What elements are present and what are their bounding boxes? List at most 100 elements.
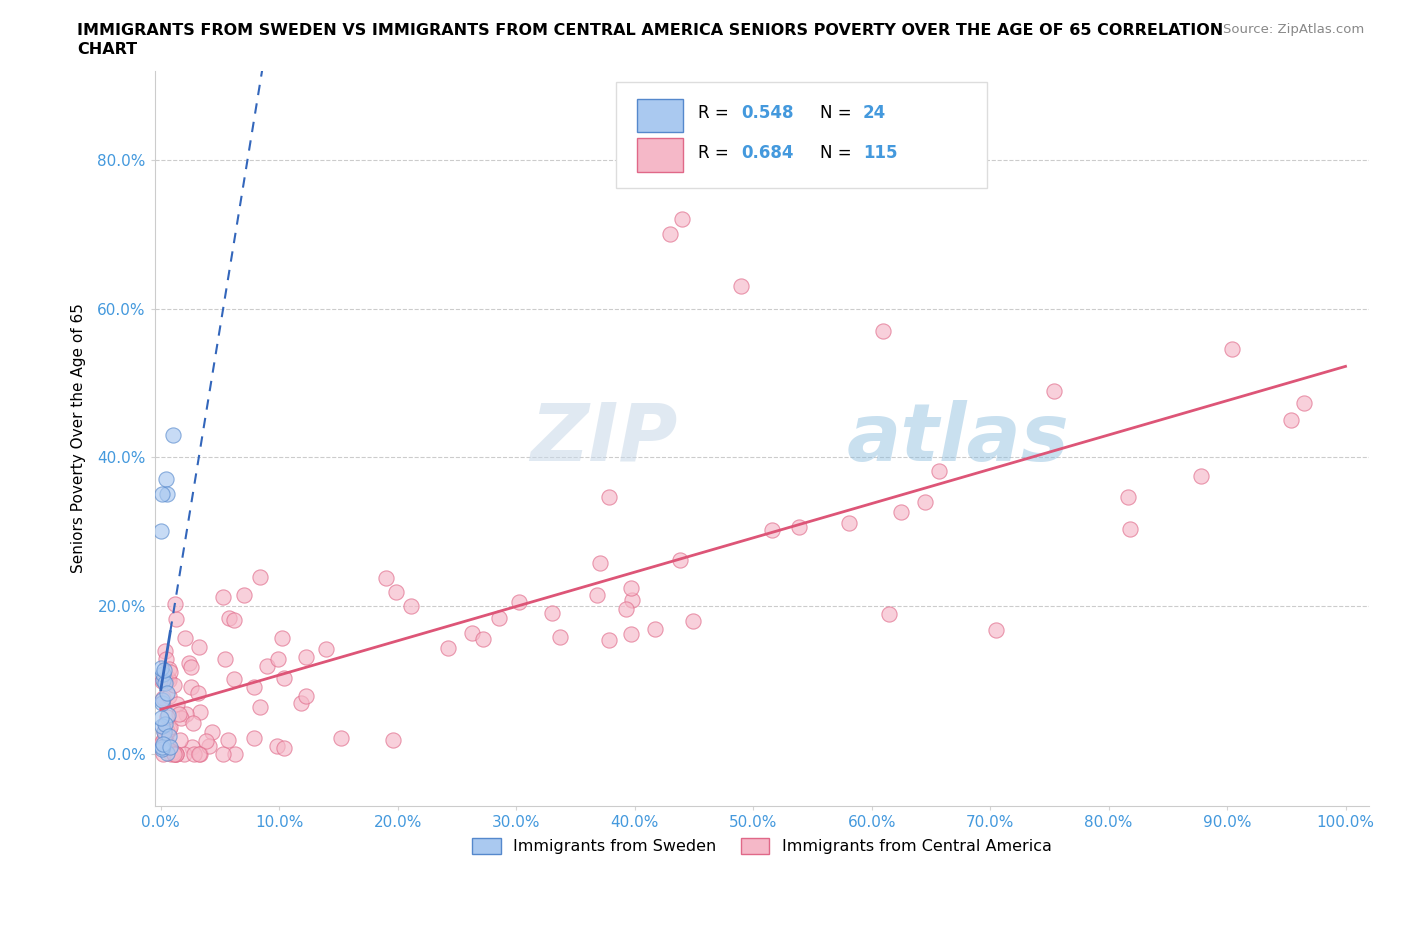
Point <box>157 662 180 677</box>
Point <box>153 671 176 686</box>
Point <box>877 606 900 621</box>
Point <box>150 742 173 757</box>
Point <box>761 523 783 538</box>
Point <box>270 630 292 644</box>
Point <box>273 740 295 755</box>
Point <box>152 690 174 705</box>
Point <box>1292 396 1315 411</box>
Text: R =: R = <box>697 104 728 123</box>
Point <box>153 724 176 739</box>
Point <box>295 650 318 665</box>
Point <box>1189 469 1212 484</box>
Point <box>659 227 682 242</box>
Legend: Immigrants from Sweden, Immigrants from Central America: Immigrants from Sweden, Immigrants from … <box>465 832 1059 861</box>
Point <box>165 597 187 612</box>
Point <box>157 689 180 704</box>
Point <box>374 570 396 585</box>
Point <box>150 524 173 538</box>
Point <box>1279 413 1302 428</box>
Point <box>180 740 202 755</box>
Point <box>266 738 288 753</box>
Point <box>163 677 186 692</box>
Point <box>669 552 692 567</box>
Point <box>165 612 187 627</box>
Point <box>156 685 179 700</box>
Point <box>488 610 510 625</box>
Point <box>217 733 239 748</box>
Text: CHART: CHART <box>77 42 138 57</box>
Point <box>222 613 245 628</box>
Point <box>165 747 187 762</box>
Point <box>541 605 564 620</box>
Point <box>872 324 894 339</box>
Point <box>598 632 620 647</box>
Point <box>644 621 666 636</box>
Point <box>212 590 235 604</box>
Point <box>187 685 209 700</box>
Point <box>181 716 204 731</box>
Point <box>620 580 643 595</box>
Point <box>156 737 179 751</box>
Point <box>508 594 530 609</box>
Point <box>162 744 184 759</box>
Point <box>153 730 176 745</box>
Point <box>730 279 752 294</box>
Text: Source: ZipAtlas.com: Source: ZipAtlas.com <box>1223 23 1364 36</box>
Point <box>153 717 176 732</box>
Point <box>150 718 173 733</box>
Point <box>290 696 312 711</box>
Point <box>159 665 181 680</box>
Text: 24: 24 <box>863 104 886 123</box>
Point <box>399 599 422 614</box>
Point <box>243 680 266 695</box>
Point <box>218 610 240 625</box>
Point <box>548 629 571 644</box>
Point <box>211 747 233 762</box>
Point <box>152 672 174 687</box>
Point <box>266 652 288 667</box>
Point <box>180 660 202 675</box>
Point <box>159 739 181 754</box>
Point <box>243 730 266 745</box>
FancyBboxPatch shape <box>637 139 683 171</box>
Point <box>153 675 176 690</box>
Point <box>589 555 612 570</box>
Point <box>152 737 174 751</box>
Point <box>194 734 217 749</box>
Point <box>153 662 176 677</box>
Point <box>1220 341 1243 356</box>
Point <box>150 739 173 754</box>
Point <box>224 747 246 762</box>
Point <box>614 602 637 617</box>
Point <box>179 656 201 671</box>
Point <box>152 696 174 711</box>
Point <box>149 661 172 676</box>
Point <box>156 486 179 501</box>
Point <box>152 724 174 738</box>
Point <box>166 697 188 711</box>
Text: atlas: atlas <box>846 400 1070 478</box>
Point <box>163 747 186 762</box>
Point <box>598 489 620 504</box>
Point <box>157 728 180 743</box>
Point <box>329 731 352 746</box>
Point <box>162 428 184 443</box>
Y-axis label: Seniors Poverty Over the Age of 65: Seniors Poverty Over the Age of 65 <box>72 303 86 574</box>
Point <box>173 631 195 645</box>
Text: 115: 115 <box>863 144 897 162</box>
Point <box>201 724 224 739</box>
Point <box>155 652 177 667</box>
Point <box>838 515 860 530</box>
FancyBboxPatch shape <box>637 99 683 132</box>
Point <box>1118 490 1140 505</box>
Point <box>157 721 180 736</box>
Text: N =: N = <box>820 104 852 123</box>
Point <box>150 673 173 688</box>
Point <box>222 672 245 687</box>
Point <box>986 623 1008 638</box>
Text: R =: R = <box>697 144 728 162</box>
Point <box>914 495 936 510</box>
Text: N =: N = <box>820 144 852 162</box>
Point <box>159 720 181 735</box>
Point <box>150 693 173 708</box>
